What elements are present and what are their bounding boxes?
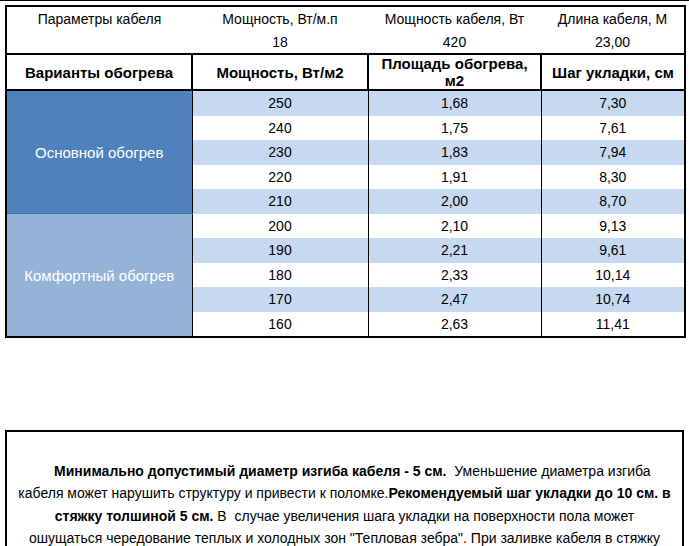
table-row: Комфортный обогрев2002,109,13: [6, 214, 685, 239]
param-header-row: Параметры кабеля Мощность, Вт/м.п Мощнос…: [6, 6, 685, 30]
section-label: Комфортный обогрев: [6, 214, 192, 338]
data-cell: 160: [192, 312, 368, 338]
data-cell: 11,41: [541, 312, 685, 338]
data-cell: 2,33: [368, 263, 541, 288]
data-cell: 230: [192, 140, 368, 165]
data-cell: 1,83: [368, 140, 541, 165]
param-title-cell: Параметры кабеля: [6, 6, 192, 30]
cable-table: Параметры кабеля Мощность, Вт/м.п Мощнос…: [5, 5, 686, 338]
data-cell: 1,91: [368, 165, 541, 190]
heating-header-cell: Мощность, Вт/м2: [192, 54, 368, 90]
param-label-cell: Мощность, Вт/м.п: [192, 6, 368, 30]
table-row: Основной обогрев2501,687,30: [6, 90, 685, 116]
data-cell: 7,61: [541, 116, 685, 141]
data-cell: 250: [192, 90, 368, 116]
data-cell: 8,70: [541, 189, 685, 214]
param-label-cell: Мощность кабеля, Вт: [368, 6, 541, 30]
note-bold-segment: Минимально допустимый диаметр изгиба каб…: [54, 463, 446, 479]
param-value-cell: 23,00: [541, 30, 685, 54]
data-cell: 1,68: [368, 90, 541, 116]
param-value-cell: 18: [192, 30, 368, 54]
data-cell: 200: [192, 214, 368, 239]
note-text: Минимально допустимый диаметр изгиба каб…: [18, 463, 674, 546]
data-cell: 2,21: [368, 238, 541, 263]
data-cell: 220: [192, 165, 368, 190]
param-value-cell: 420: [368, 30, 541, 54]
data-cell: 210: [192, 189, 368, 214]
data-cell: 7,30: [541, 90, 685, 116]
data-cell: 9,13: [541, 214, 685, 239]
heating-header-cell: Шаг укладки, см: [541, 54, 685, 90]
data-cell: 2,47: [368, 287, 541, 312]
data-cell: 190: [192, 238, 368, 263]
data-cell: 2,00: [368, 189, 541, 214]
note-panel: Минимально допустимый диаметр изгиба каб…: [5, 430, 684, 546]
param-values-row: 18 420 23,00: [6, 30, 685, 54]
data-cell: 8,30: [541, 165, 685, 190]
heating-header-cell: Варианты обогрева: [6, 54, 192, 90]
heating-rows: Основной обогрев2501,687,302401,757,6123…: [6, 90, 685, 337]
data-cell: 240: [192, 116, 368, 141]
data-cell: 2,10: [368, 214, 541, 239]
data-cell: 10,74: [541, 287, 685, 312]
data-cell: 10,14: [541, 263, 685, 288]
data-cell: 1,75: [368, 116, 541, 141]
section-label: Основной обогрев: [6, 90, 192, 214]
heating-header-row: Варианты обогрева Мощность, Вт/м2 Площад…: [6, 54, 685, 90]
data-cell: 7,94: [541, 140, 685, 165]
data-cell: 9,61: [541, 238, 685, 263]
param-empty-cell: [6, 30, 192, 54]
data-cell: 2,63: [368, 312, 541, 338]
page: Параметры кабеля Мощность, Вт/м.п Мощнос…: [0, 0, 689, 546]
param-label-cell: Длина кабеля, М: [541, 6, 685, 30]
top-divider: [0, 0, 689, 1]
heating-header-cell: Площадь обогрева, м2: [368, 54, 541, 90]
data-cell: 180: [192, 263, 368, 288]
data-cell: 170: [192, 287, 368, 312]
